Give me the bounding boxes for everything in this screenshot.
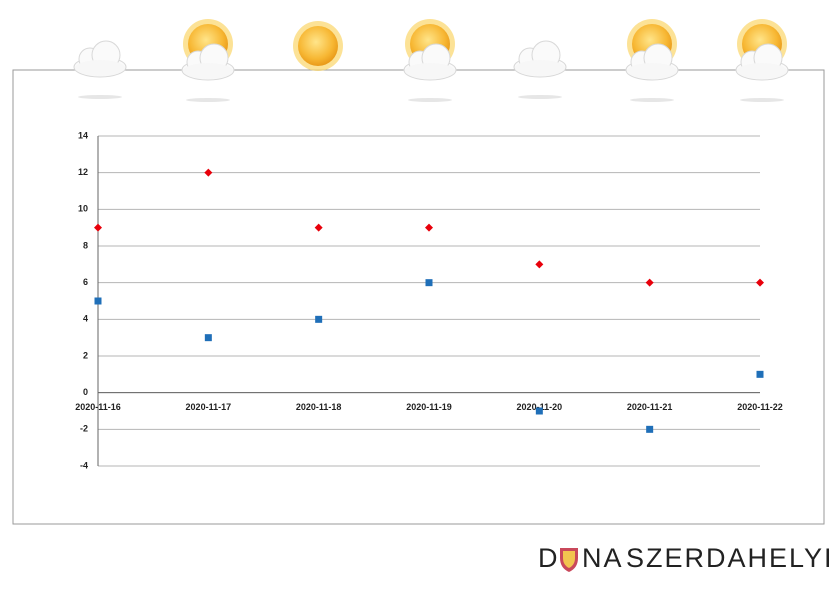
y-tick-label: 10 bbox=[78, 204, 88, 214]
point bbox=[646, 425, 654, 433]
point bbox=[535, 407, 543, 415]
logo-shield bbox=[560, 548, 578, 572]
x-tick-label: 2020-11-22 bbox=[737, 402, 783, 412]
point bbox=[204, 168, 213, 177]
point bbox=[756, 278, 764, 287]
point bbox=[425, 279, 433, 287]
y-tick-label: 12 bbox=[78, 167, 88, 177]
logo: D NA SZERDAHELYI bbox=[538, 543, 834, 573]
chart-frame bbox=[12, 69, 825, 525]
logo-text: SZERDAHELYI bbox=[626, 543, 834, 573]
y-tick-label: 14 bbox=[78, 130, 88, 140]
y-tick-label: 4 bbox=[83, 314, 88, 324]
point bbox=[535, 260, 544, 269]
y-tick-label: -4 bbox=[80, 460, 88, 470]
point bbox=[94, 297, 102, 305]
point bbox=[94, 223, 102, 232]
logo-text: D bbox=[538, 543, 560, 573]
point bbox=[425, 223, 433, 232]
x-tick-label: 2020-11-20 bbox=[517, 402, 563, 412]
point bbox=[756, 370, 764, 378]
x-tick-label: 2020-11-21 bbox=[627, 402, 673, 412]
point bbox=[204, 334, 212, 342]
point bbox=[645, 278, 654, 287]
point bbox=[314, 223, 323, 232]
point bbox=[315, 315, 323, 323]
y-tick-label: 8 bbox=[83, 240, 88, 250]
y-tick-label: 6 bbox=[83, 277, 88, 287]
x-tick-label: 2020-11-19 bbox=[406, 402, 452, 412]
icon-sun bbox=[293, 21, 343, 71]
x-tick-label: 2020-11-17 bbox=[186, 402, 232, 412]
logo-text: NA bbox=[582, 543, 624, 573]
x-tick-label: 2020-11-16 bbox=[75, 402, 121, 412]
y-tick-label: 2 bbox=[83, 350, 88, 360]
x-tick-label: 2020-11-18 bbox=[296, 402, 342, 412]
y-tick-label: -2 bbox=[80, 424, 88, 434]
y-tick-label: 0 bbox=[83, 387, 88, 397]
